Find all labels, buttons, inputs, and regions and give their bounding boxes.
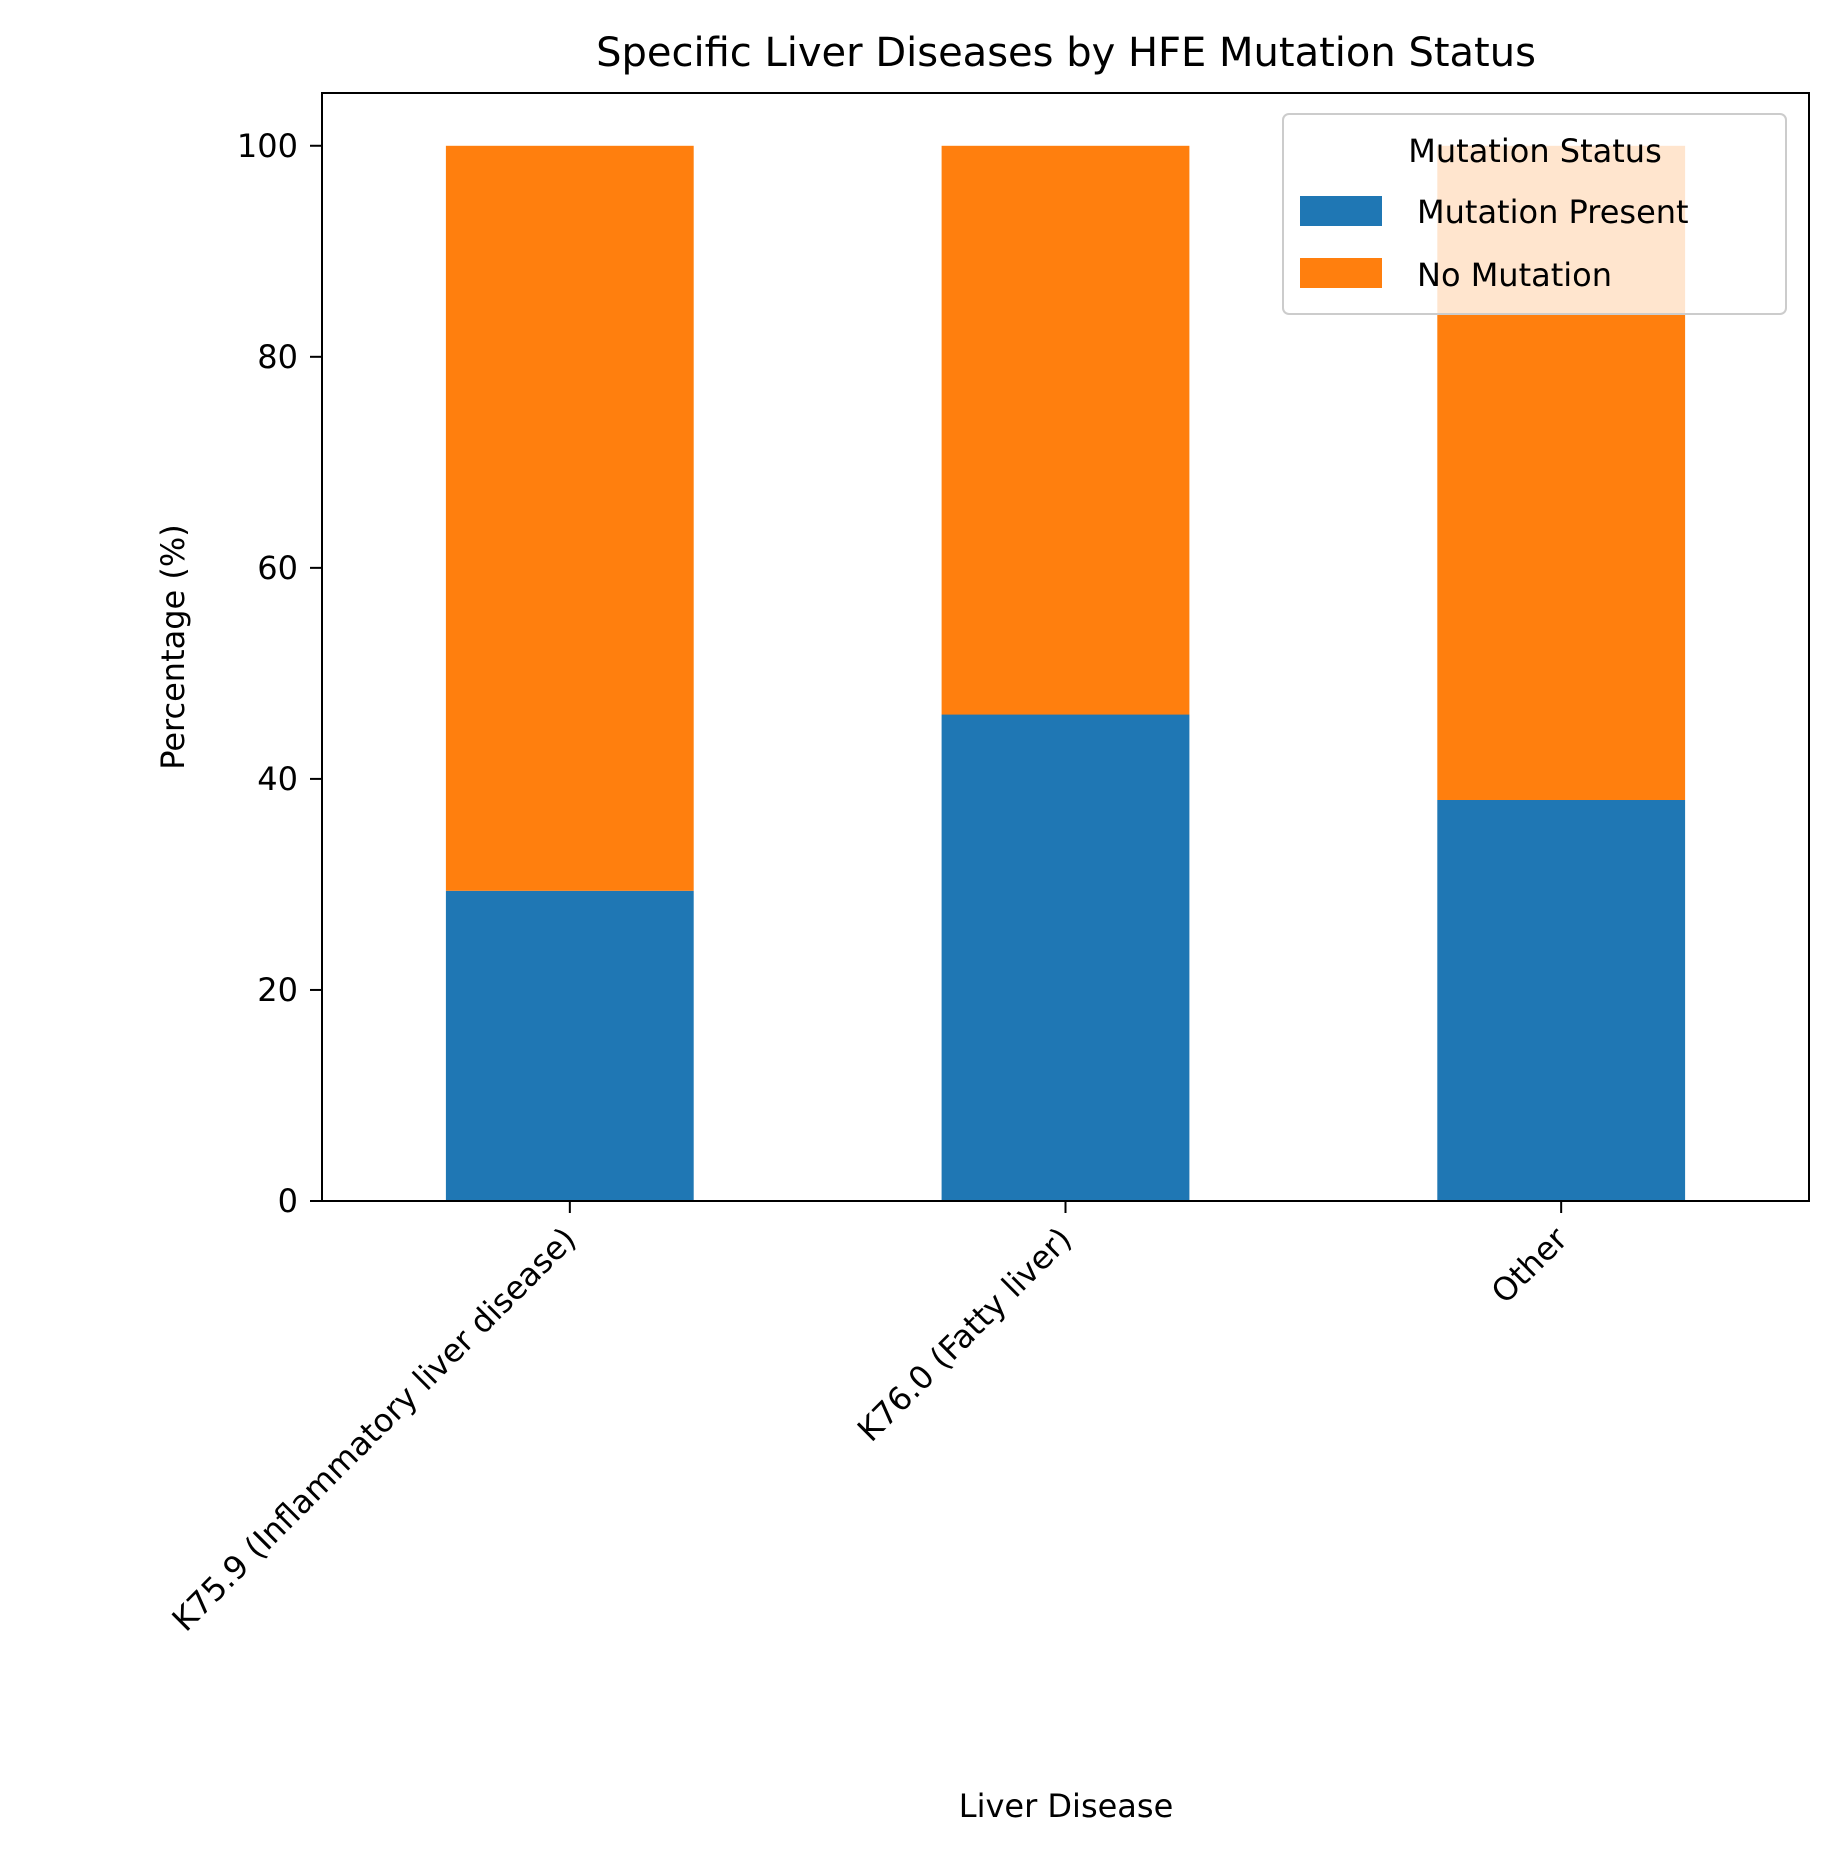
legend-frame <box>1282 113 1787 315</box>
y-axis-label: Percentage (%) <box>154 524 192 770</box>
y-tick-label: 40 <box>257 760 298 798</box>
plot-frame <box>321 92 1810 1202</box>
y-axis: 0 20 40 60 80 100 <box>237 127 322 1220</box>
legend-swatch-mutation-present <box>1300 196 1382 226</box>
legend-swatch-no-mutation <box>1300 258 1382 288</box>
y-tick-label: 0 <box>278 1182 298 1220</box>
y-tick-label: 100 <box>237 127 298 165</box>
legend-title: Mutation Status <box>1408 132 1661 170</box>
bar-mutation-present-k76-0-fatty-liver <box>941 714 1190 1201</box>
bar-no-mutation-k76-0-fatty-liver <box>941 145 1190 715</box>
bar-no-mutation-k75-9-inflammatory-liver-disease <box>445 145 694 891</box>
y-tick-label: 80 <box>257 338 298 376</box>
legend-label-mutation-present: Mutation Present <box>1417 193 1689 231</box>
x-axis-label: Liver Disease <box>959 1787 1174 1825</box>
bar-mutation-present-other <box>1437 800 1686 1201</box>
legend-label-no-mutation: No Mutation <box>1417 256 1612 294</box>
bar-mutation-present-k75-9-inflammatory-liver-disease <box>445 890 694 1201</box>
y-tick-label: 60 <box>257 549 298 587</box>
y-tick-label: 20 <box>257 971 298 1009</box>
chart-title: Specific Liver Diseases by HFE Mutation … <box>596 30 1536 76</box>
legend: Mutation Status Mutation Present No Muta… <box>1282 113 1787 315</box>
